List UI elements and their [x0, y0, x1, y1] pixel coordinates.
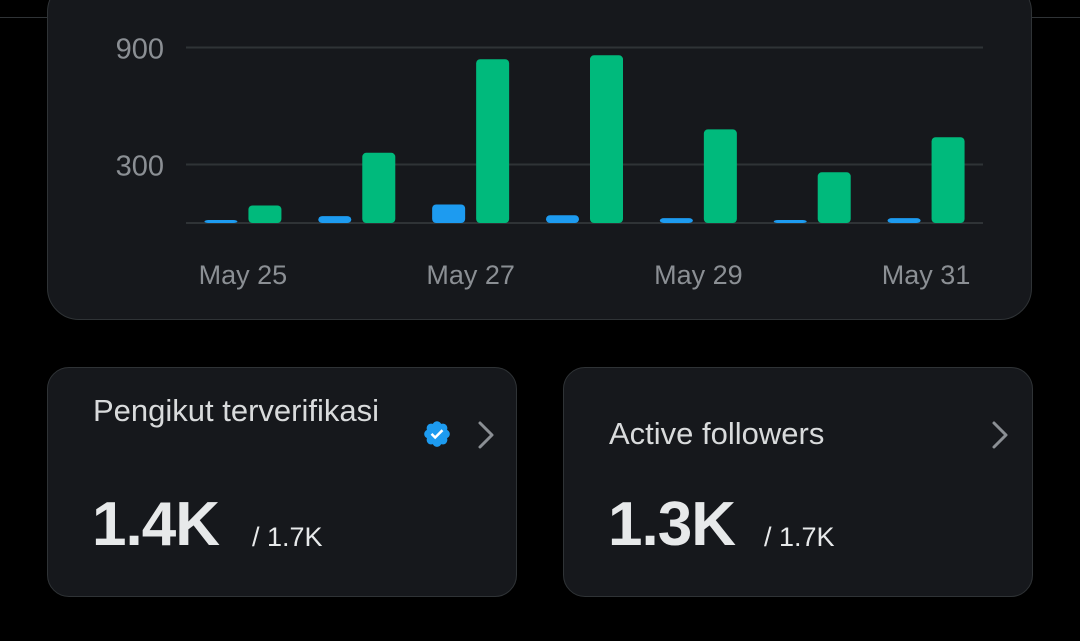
- x-tick-label: May 31: [882, 260, 971, 290]
- x-tick-label: May 29: [654, 260, 743, 290]
- bar-may-27-series-1: [432, 204, 466, 223]
- y-tick-label: 300: [116, 151, 164, 183]
- bar-may-31-series-2: [931, 137, 965, 223]
- bar-may-26-series-2: [362, 152, 396, 223]
- active-followers-total: / 1.7K: [764, 522, 835, 552]
- x-tick-label: May 25: [199, 260, 288, 290]
- verified-followers-card[interactable]: Pengikut terverifikasi 1.4K / 1.7K: [47, 367, 517, 597]
- followers-bar-chart: 900 300 May 25 May 27 May 29 May 31: [116, 34, 983, 290]
- bar-may-26-series-1: [318, 216, 352, 223]
- chevron-right-icon: [478, 421, 494, 449]
- bar-may-30-series-2: [817, 172, 851, 223]
- bar-may-25-series-1: [204, 220, 238, 223]
- active-followers-title: Active followers: [609, 416, 825, 451]
- y-tick-label: 900: [116, 34, 164, 66]
- verified-followers-title: Pengikut terverifikasi: [93, 393, 380, 428]
- verified-badge-icon: [424, 421, 450, 447]
- bar-may-27-series-2: [476, 59, 510, 223]
- x-tick-label: May 27: [426, 260, 515, 290]
- bar-may-28-series-1: [546, 215, 579, 223]
- active-followers-value: 1.3K: [608, 490, 736, 559]
- bar-may-31-series-1: [887, 218, 921, 223]
- bar-may-30-series-1: [773, 220, 807, 223]
- active-followers-card[interactable]: Active followers 1.3K / 1.7K: [563, 367, 1033, 597]
- bar-may-29-series-1: [659, 218, 693, 223]
- verified-followers-total: / 1.7K: [252, 522, 323, 552]
- chevron-right-icon: [992, 421, 1008, 449]
- followers-chart-card: 900 300 May 25 May 27 May 29 May 31: [47, 0, 1032, 320]
- bar-may-25-series-2: [248, 205, 282, 223]
- bar-may-28-series-2: [590, 55, 623, 223]
- verified-followers-value: 1.4K: [92, 490, 220, 559]
- bar-may-29-series-2: [703, 129, 737, 223]
